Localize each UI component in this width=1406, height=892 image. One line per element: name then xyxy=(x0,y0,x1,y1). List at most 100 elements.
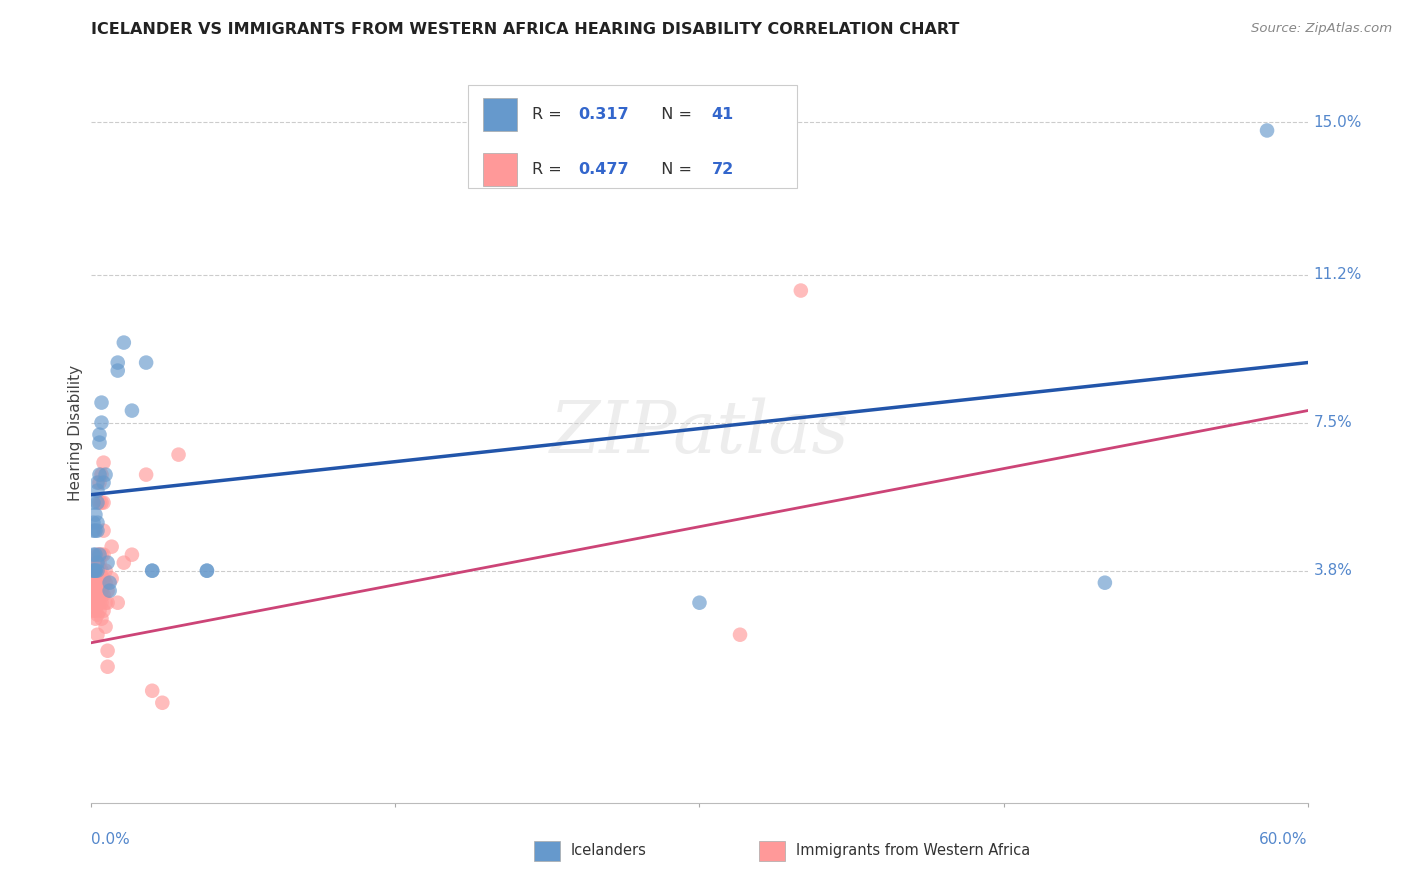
Point xyxy=(82,564,104,578)
Point xyxy=(150,696,173,710)
Text: 0.317: 0.317 xyxy=(578,107,628,122)
Point xyxy=(86,580,108,594)
Point xyxy=(82,524,104,538)
Point xyxy=(688,596,710,610)
Text: N =: N = xyxy=(651,107,697,122)
Point xyxy=(141,564,163,578)
Point xyxy=(82,591,104,606)
Point xyxy=(790,284,813,298)
Point xyxy=(141,564,163,578)
Point xyxy=(82,575,104,590)
Point xyxy=(93,524,115,538)
Point xyxy=(93,588,115,602)
Point xyxy=(89,435,111,450)
Point xyxy=(82,580,104,594)
Point xyxy=(86,516,108,530)
Point xyxy=(84,564,107,578)
Text: Icelanders: Icelanders xyxy=(571,844,647,858)
Point xyxy=(82,583,104,598)
Point xyxy=(86,475,108,490)
Text: ZIPatlas: ZIPatlas xyxy=(550,397,849,468)
Point xyxy=(82,596,104,610)
Point xyxy=(84,508,107,522)
Point xyxy=(98,583,121,598)
Point xyxy=(121,548,143,562)
Text: 0.0%: 0.0% xyxy=(91,832,131,847)
Point xyxy=(94,575,117,590)
Bar xyxy=(484,153,517,186)
Point xyxy=(90,395,112,409)
Point xyxy=(94,620,117,634)
Point xyxy=(90,564,112,578)
Point xyxy=(121,403,143,417)
Point xyxy=(82,496,104,510)
Point xyxy=(107,355,129,369)
Text: 15.0%: 15.0% xyxy=(1313,115,1362,130)
Point xyxy=(107,363,129,377)
Point xyxy=(141,683,163,698)
Point xyxy=(84,564,107,578)
Point xyxy=(86,572,108,586)
Point xyxy=(86,483,108,498)
Point xyxy=(100,540,122,554)
Point xyxy=(84,564,107,578)
Point xyxy=(98,575,121,590)
Point xyxy=(86,575,108,590)
Point xyxy=(89,564,111,578)
Point xyxy=(82,572,104,586)
Point xyxy=(86,556,108,570)
Point xyxy=(89,548,111,562)
Point xyxy=(1256,123,1278,137)
Text: 72: 72 xyxy=(711,162,734,178)
Point xyxy=(89,575,111,590)
Point xyxy=(89,467,111,482)
Text: 3.8%: 3.8% xyxy=(1313,563,1353,578)
Bar xyxy=(468,85,797,188)
Point xyxy=(84,548,107,562)
Point xyxy=(89,427,111,442)
Point xyxy=(82,516,104,530)
Point xyxy=(94,564,117,578)
Point xyxy=(84,604,107,618)
Point xyxy=(84,572,107,586)
Point xyxy=(84,556,107,570)
Point xyxy=(86,607,108,622)
Point xyxy=(97,556,120,570)
Point xyxy=(89,604,111,618)
Point xyxy=(82,548,104,562)
Point xyxy=(89,596,111,610)
Point xyxy=(84,567,107,582)
Text: 11.2%: 11.2% xyxy=(1313,267,1362,282)
Point xyxy=(84,596,107,610)
Point xyxy=(82,564,104,578)
Point xyxy=(90,548,112,562)
Point xyxy=(90,596,112,610)
Point xyxy=(1094,575,1116,590)
Text: 0.477: 0.477 xyxy=(578,162,628,178)
Text: R =: R = xyxy=(531,162,572,178)
Point xyxy=(82,604,104,618)
Point xyxy=(89,496,111,510)
Point xyxy=(167,448,190,462)
Bar xyxy=(484,97,517,131)
Point xyxy=(94,596,117,610)
Point xyxy=(86,564,108,578)
Point xyxy=(112,335,135,350)
Point xyxy=(84,580,107,594)
Point xyxy=(86,583,108,598)
Point xyxy=(107,596,129,610)
Point xyxy=(86,628,108,642)
Text: 7.5%: 7.5% xyxy=(1313,415,1353,430)
Point xyxy=(93,456,115,470)
Point xyxy=(86,524,108,538)
Point xyxy=(90,416,112,430)
Point xyxy=(94,467,117,482)
Point xyxy=(84,612,107,626)
Text: R =: R = xyxy=(531,107,572,122)
Text: Source: ZipAtlas.com: Source: ZipAtlas.com xyxy=(1251,22,1392,36)
Point xyxy=(90,583,112,598)
Point xyxy=(93,496,115,510)
Point xyxy=(84,583,107,598)
Point xyxy=(728,628,751,642)
Point xyxy=(82,567,104,582)
